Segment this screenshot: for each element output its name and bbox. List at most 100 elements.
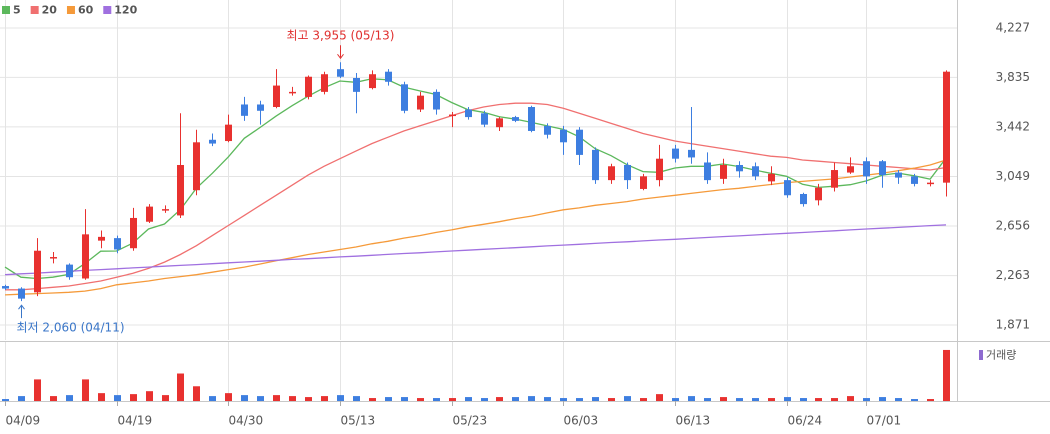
volume-bar bbox=[193, 386, 200, 401]
volume-bar bbox=[162, 395, 169, 401]
annotation-arrowhead bbox=[337, 53, 344, 60]
volume-bar bbox=[82, 379, 89, 401]
candle-body bbox=[481, 113, 488, 125]
candle-body bbox=[241, 104, 248, 116]
volume-bar bbox=[496, 397, 503, 401]
candle-body bbox=[353, 78, 360, 92]
volume-bar bbox=[177, 373, 184, 401]
candle-body bbox=[417, 95, 424, 110]
candle-body bbox=[528, 107, 535, 131]
candle-body bbox=[943, 71, 950, 183]
volume-bar bbox=[943, 349, 950, 401]
candle-body bbox=[608, 166, 615, 181]
volume-bar bbox=[417, 398, 424, 401]
candle-body bbox=[337, 69, 344, 77]
candle-body bbox=[369, 74, 376, 89]
candle-body bbox=[257, 104, 264, 111]
volume-bar bbox=[544, 397, 551, 401]
candle-body bbox=[385, 71, 392, 82]
candle-body bbox=[177, 164, 184, 216]
x-tick-label: 04/30 bbox=[229, 414, 264, 428]
candle-body bbox=[879, 161, 886, 176]
candle-body bbox=[433, 91, 440, 110]
volume-bar bbox=[592, 397, 599, 401]
x-tick-label: 04/09 bbox=[6, 414, 41, 428]
candle-body bbox=[512, 117, 519, 121]
volume-bar bbox=[449, 398, 456, 401]
legend-swatch bbox=[30, 6, 39, 14]
candle-body bbox=[82, 234, 89, 279]
volume-bar bbox=[847, 396, 854, 401]
volume-bar bbox=[911, 399, 918, 401]
volume-bar bbox=[369, 398, 376, 401]
candle-body bbox=[847, 166, 854, 173]
legend-label: 20 bbox=[42, 4, 58, 17]
volume-bar bbox=[752, 398, 759, 401]
legend-swatch bbox=[2, 6, 10, 14]
x-tick-label: 06/03 bbox=[564, 414, 599, 428]
candle-body bbox=[560, 129, 567, 143]
ma-line bbox=[4, 224, 947, 276]
volume-bar bbox=[608, 398, 615, 401]
volume-bar bbox=[927, 399, 934, 401]
volume-bar bbox=[863, 398, 870, 401]
legend-label: 거래량 bbox=[986, 349, 1016, 362]
volume-bar bbox=[768, 398, 775, 401]
volume-bar bbox=[2, 399, 9, 401]
candle-body bbox=[863, 161, 870, 177]
volume-bar bbox=[130, 394, 137, 401]
candle-body bbox=[305, 76, 312, 97]
volume-layer bbox=[2, 349, 950, 401]
candle-body bbox=[911, 176, 918, 184]
candle-body bbox=[544, 125, 551, 135]
x-tick-label: 05/23 bbox=[453, 414, 488, 428]
candle-body bbox=[98, 236, 105, 241]
candle-body bbox=[752, 166, 759, 177]
candle-body bbox=[449, 114, 456, 117]
volume-bar bbox=[146, 391, 153, 401]
candle-body bbox=[130, 217, 137, 249]
volume-bar bbox=[225, 393, 232, 401]
legend-label: 5 bbox=[13, 4, 21, 17]
volume-bar bbox=[879, 397, 886, 401]
candle-body bbox=[640, 176, 647, 189]
candle-body bbox=[592, 149, 599, 181]
volume-bar bbox=[784, 397, 791, 401]
annotation-label: 최고 3,955 (05/13) bbox=[286, 29, 394, 43]
annotation-arrowhead bbox=[18, 304, 25, 310]
candle-body bbox=[209, 139, 216, 144]
y-tick-label: 2,263 bbox=[996, 268, 1030, 282]
volume-bar bbox=[528, 396, 535, 401]
candle-body bbox=[225, 124, 232, 142]
legend-swatch bbox=[979, 350, 983, 360]
volume-bar bbox=[576, 398, 583, 401]
legend-label: 120 bbox=[114, 4, 137, 17]
volume-bar bbox=[289, 396, 296, 401]
volume-bar bbox=[353, 396, 360, 401]
candle-body bbox=[768, 173, 775, 182]
volume-bar bbox=[209, 396, 216, 401]
volume-bar bbox=[273, 395, 280, 401]
annotation-label: 최저 2,060 (04/11) bbox=[17, 321, 125, 335]
candle-body bbox=[800, 193, 807, 205]
candle-body bbox=[704, 162, 711, 181]
x-tick-label: 06/13 bbox=[676, 414, 711, 428]
candle-body bbox=[720, 164, 727, 179]
volume-bar bbox=[512, 397, 519, 401]
candle-body bbox=[50, 257, 57, 259]
volume-bar bbox=[481, 398, 488, 401]
volume-bar bbox=[257, 396, 264, 401]
candle-body bbox=[895, 172, 902, 178]
candle-body bbox=[2, 286, 9, 289]
y-tick-label: 3,835 bbox=[996, 70, 1030, 84]
volume-bar bbox=[704, 398, 711, 401]
legend-label: 60 bbox=[78, 4, 94, 17]
volume-bar bbox=[560, 398, 567, 401]
volume-bar bbox=[895, 398, 902, 401]
candle-body bbox=[465, 109, 472, 118]
ma-line bbox=[4, 78, 947, 280]
candle-layer bbox=[2, 62, 950, 302]
candle-body bbox=[656, 158, 663, 181]
